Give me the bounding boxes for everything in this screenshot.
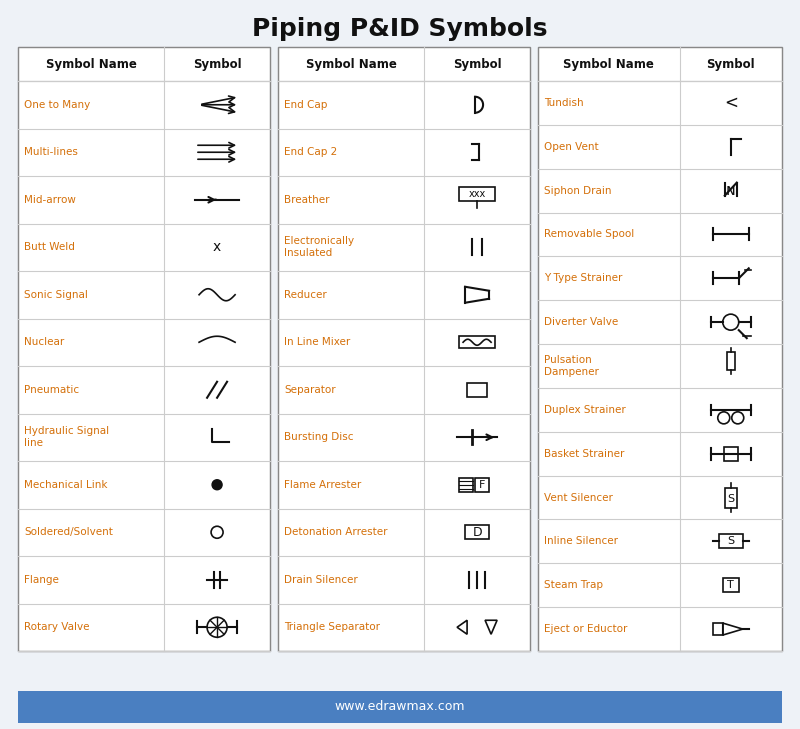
Circle shape: [212, 480, 222, 490]
Text: Symbol: Symbol: [193, 58, 242, 71]
Text: Inline Silencer: Inline Silencer: [544, 537, 618, 546]
Bar: [459, 477, 473, 492]
Text: Electronically
Insulated: Electronically Insulated: [284, 236, 354, 258]
Text: Triangle Separator: Triangle Separator: [284, 623, 380, 632]
Text: Multi-lines: Multi-lines: [24, 147, 78, 157]
Text: Flame Arrester: Flame Arrester: [284, 480, 362, 490]
Text: Symbol Name: Symbol Name: [306, 58, 397, 71]
Bar: [18, 691, 782, 723]
Text: xxx: xxx: [469, 189, 486, 199]
Bar: [18, 47, 270, 651]
Text: Pulsation
Dampener: Pulsation Dampener: [544, 355, 599, 377]
Text: Tundish: Tundish: [544, 98, 584, 108]
Bar: [726, 352, 734, 370]
Text: Mid-arrow: Mid-arrow: [24, 195, 76, 205]
Text: Duplex Strainer: Duplex Strainer: [544, 405, 626, 415]
Bar: [724, 447, 738, 461]
Text: www.edrawmax.com: www.edrawmax.com: [334, 701, 466, 714]
Text: Bursting Disc: Bursting Disc: [284, 432, 354, 443]
Text: One to Many: One to Many: [24, 100, 90, 110]
Text: Separator: Separator: [284, 385, 336, 394]
Text: Butt Weld: Butt Weld: [24, 242, 75, 252]
Bar: [467, 383, 487, 397]
Bar: [18, 47, 270, 81]
Text: End Cap 2: End Cap 2: [284, 147, 338, 157]
Text: Basket Strainer: Basket Strainer: [544, 448, 624, 459]
Bar: [475, 477, 489, 492]
Text: T: T: [727, 580, 734, 590]
Text: Mechanical Link: Mechanical Link: [24, 480, 107, 490]
Bar: [538, 47, 782, 81]
Text: Breather: Breather: [284, 195, 330, 205]
Text: Piping P&ID Symbols: Piping P&ID Symbols: [252, 17, 548, 41]
Text: Symbol Name: Symbol Name: [563, 58, 654, 71]
Text: Symbol: Symbol: [453, 58, 502, 71]
Text: Removable Spool: Removable Spool: [544, 230, 634, 239]
Text: Soldered/Solvent: Soldered/Solvent: [24, 527, 113, 537]
Text: Rotary Valve: Rotary Valve: [24, 623, 90, 632]
Circle shape: [207, 617, 227, 637]
Text: S: S: [727, 494, 734, 504]
Bar: [459, 336, 495, 348]
Text: End Cap: End Cap: [284, 100, 327, 110]
Text: Detonation Arrester: Detonation Arrester: [284, 527, 387, 537]
Text: Sonic Signal: Sonic Signal: [24, 289, 88, 300]
Text: Open Vent: Open Vent: [544, 141, 598, 152]
Bar: [18, 81, 270, 651]
Text: Symbol Name: Symbol Name: [46, 58, 137, 71]
Bar: [465, 526, 489, 539]
Bar: [538, 47, 782, 651]
Text: Siphon Drain: Siphon Drain: [544, 186, 611, 195]
Bar: [278, 81, 530, 651]
Text: Pneumatic: Pneumatic: [24, 385, 79, 394]
Text: ɴ: ɴ: [726, 183, 735, 198]
Text: Symbol: Symbol: [706, 58, 755, 71]
Text: D: D: [472, 526, 482, 539]
Bar: [725, 488, 737, 507]
Text: Reducer: Reducer: [284, 289, 326, 300]
Text: F: F: [479, 480, 486, 490]
Bar: [722, 578, 738, 592]
Text: Diverter Valve: Diverter Valve: [544, 317, 618, 327]
Bar: [278, 47, 530, 81]
Text: x: x: [213, 241, 222, 254]
Text: In Line Mixer: In Line Mixer: [284, 338, 350, 347]
Text: Flange: Flange: [24, 574, 59, 585]
Bar: [278, 47, 530, 651]
Text: Steam Trap: Steam Trap: [544, 580, 603, 590]
Text: Y Type Strainer: Y Type Strainer: [544, 273, 622, 284]
Bar: [713, 623, 722, 635]
Bar: [718, 534, 742, 548]
Text: <: <: [724, 94, 738, 112]
Bar: [459, 187, 495, 200]
Text: Nuclear: Nuclear: [24, 338, 64, 347]
Text: S: S: [727, 537, 734, 546]
Text: Vent Silencer: Vent Silencer: [544, 493, 613, 502]
Text: Eject or Eductor: Eject or Eductor: [544, 624, 627, 634]
Text: Hydraulic Signal
line: Hydraulic Signal line: [24, 426, 109, 448]
Circle shape: [211, 526, 223, 538]
Text: Drain Silencer: Drain Silencer: [284, 574, 358, 585]
Bar: [538, 81, 782, 651]
